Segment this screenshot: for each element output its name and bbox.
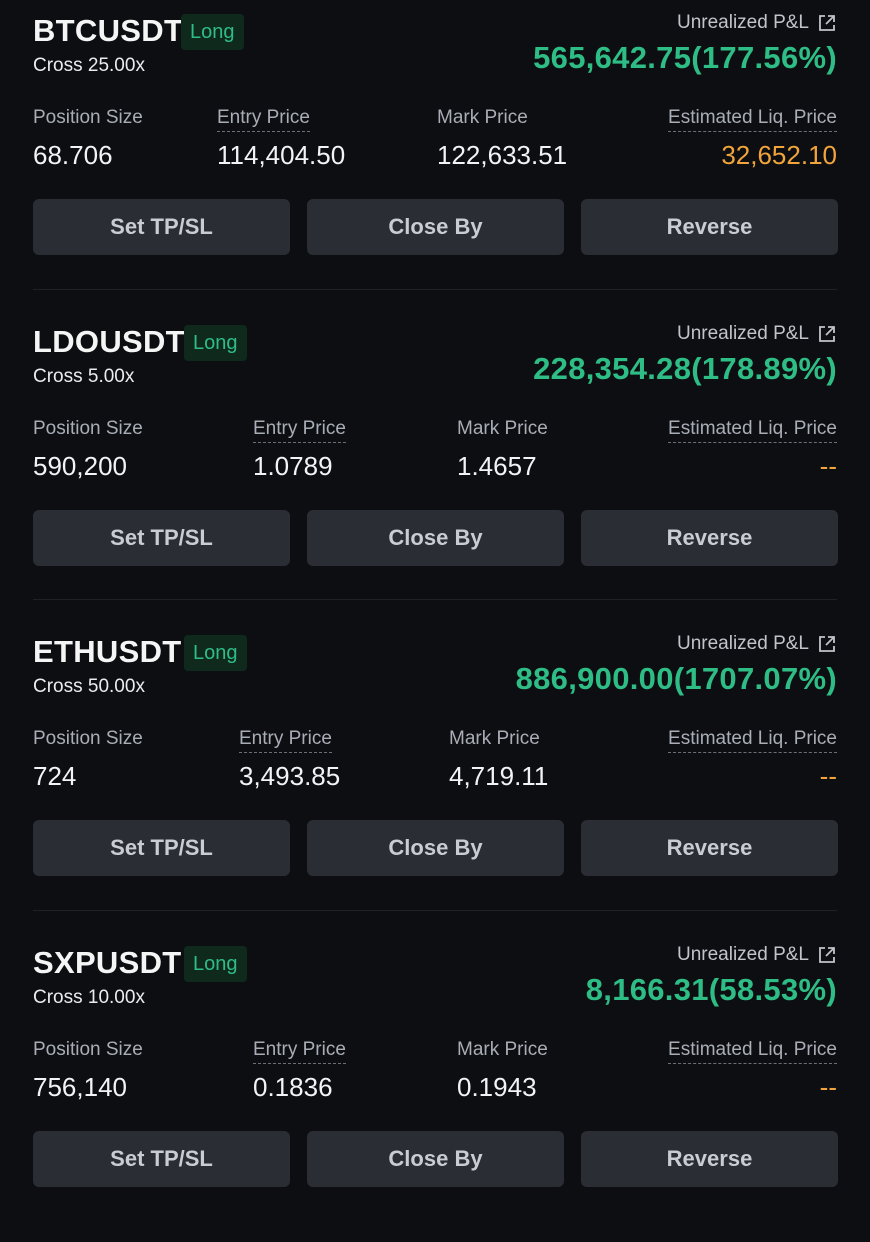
position-card: LDOUSDT Long Cross 5.00x Unrealized P&L … [0, 311, 870, 621]
position-size-value: 590,200 [33, 451, 127, 481]
mark-price-value: 122,633.51 [437, 140, 568, 170]
unrealized-pnl-value: 565,642.75(177.56%) [533, 40, 837, 75]
est-liq-price-label[interactable]: Estimated Liq. Price [668, 1039, 837, 1064]
position-size-label: Position Size [33, 1039, 143, 1060]
position-size-label: Position Size [33, 107, 143, 128]
position-card: ETHUSDT Long Cross 50.00x Unrealized P&L… [0, 621, 870, 931]
reverse-button[interactable]: Reverse [581, 199, 838, 255]
close-by-button[interactable]: Close By [307, 199, 564, 255]
set-tpsl-button[interactable]: Set TP/SL [33, 199, 290, 255]
section-divider [33, 910, 837, 911]
unrealized-pnl-value: 8,166.31(58.53%) [585, 972, 837, 1007]
mark-price-value: 0.1943 [457, 1072, 537, 1102]
est-liq-price-value: -- [819, 451, 837, 481]
unrealized-pnl-value: 886,900.00(1707.07%) [515, 661, 837, 696]
margin-mode[interactable]: Cross 25.00x [33, 55, 145, 76]
entry-price-value: 1.0789 [253, 451, 333, 481]
side-badge: Long [184, 635, 247, 671]
side-badge: Long [184, 325, 247, 361]
reverse-button[interactable]: Reverse [581, 820, 838, 876]
entry-price-label[interactable]: Entry Price [217, 107, 310, 132]
mark-price-value: 4,719.11 [449, 761, 549, 791]
mark-price-value: 1.4657 [457, 451, 537, 481]
entry-price-label[interactable]: Entry Price [239, 728, 332, 753]
set-tpsl-button[interactable]: Set TP/SL [33, 510, 290, 566]
est-liq-price-label[interactable]: Estimated Liq. Price [668, 107, 837, 132]
position-size-value: 756,140 [33, 1072, 127, 1102]
margin-mode[interactable]: Cross 10.00x [33, 987, 145, 1008]
mark-price-label: Mark Price [457, 418, 548, 439]
unrealized-pnl-label: Unrealized P&L [677, 633, 837, 655]
unrealized-pnl-value: 228,354.28(178.89%) [533, 351, 837, 386]
unrealized-pnl-label: Unrealized P&L [677, 944, 837, 966]
side-badge: Long [184, 946, 247, 982]
external-link-icon[interactable] [817, 945, 837, 965]
symbol-name[interactable]: ETHUSDT [33, 634, 182, 669]
side-badge: Long [181, 14, 244, 50]
position-size-value: 68.706 [33, 140, 113, 170]
est-liq-price-value: 32,652.10 [721, 140, 837, 170]
mark-price-label: Mark Price [437, 107, 528, 128]
close-by-button[interactable]: Close By [307, 1131, 564, 1187]
position-card: BTCUSDT Long Cross 25.00x Unrealized P&L… [0, 0, 870, 310]
entry-price-value: 3,493.85 [239, 761, 341, 791]
unrealized-pnl-label: Unrealized P&L [677, 12, 837, 34]
position-card: SXPUSDT Long Cross 10.00x Unrealized P&L… [0, 932, 870, 1242]
position-size-label: Position Size [33, 728, 143, 749]
external-link-icon[interactable] [817, 634, 837, 654]
set-tpsl-button[interactable]: Set TP/SL [33, 1131, 290, 1187]
symbol-name[interactable]: LDOUSDT [33, 324, 185, 359]
reverse-button[interactable]: Reverse [581, 510, 838, 566]
margin-mode[interactable]: Cross 50.00x [33, 676, 145, 697]
entry-price-label[interactable]: Entry Price [253, 1039, 346, 1064]
position-size-label: Position Size [33, 418, 143, 439]
symbol-name[interactable]: SXPUSDT [33, 945, 182, 980]
reverse-button[interactable]: Reverse [581, 1131, 838, 1187]
section-divider [33, 599, 837, 600]
mark-price-label: Mark Price [457, 1039, 548, 1060]
entry-price-value: 0.1836 [253, 1072, 333, 1102]
mark-price-label: Mark Price [449, 728, 540, 749]
margin-mode[interactable]: Cross 5.00x [33, 366, 135, 387]
entry-price-label[interactable]: Entry Price [253, 418, 346, 443]
est-liq-price-value: -- [819, 1072, 837, 1102]
unrealized-pnl-label-text: Unrealized P&L [676, 633, 809, 654]
est-liq-price-label[interactable]: Estimated Liq. Price [668, 728, 837, 753]
close-by-button[interactable]: Close By [307, 820, 564, 876]
symbol-name[interactable]: BTCUSDT [33, 13, 184, 48]
set-tpsl-button[interactable]: Set TP/SL [33, 820, 290, 876]
position-size-value: 724 [33, 761, 77, 791]
unrealized-pnl-label: Unrealized P&L [677, 323, 837, 345]
unrealized-pnl-label-text: Unrealized P&L [676, 12, 809, 33]
unrealized-pnl-label-text: Unrealized P&L [676, 323, 809, 344]
est-liq-price-value: -- [819, 761, 837, 791]
external-link-icon[interactable] [817, 324, 837, 344]
close-by-button[interactable]: Close By [307, 510, 564, 566]
external-link-icon[interactable] [817, 13, 837, 33]
est-liq-price-label[interactable]: Estimated Liq. Price [668, 418, 837, 443]
unrealized-pnl-label-text: Unrealized P&L [676, 944, 809, 965]
section-divider [33, 289, 837, 290]
entry-price-value: 114,404.50 [217, 140, 346, 170]
